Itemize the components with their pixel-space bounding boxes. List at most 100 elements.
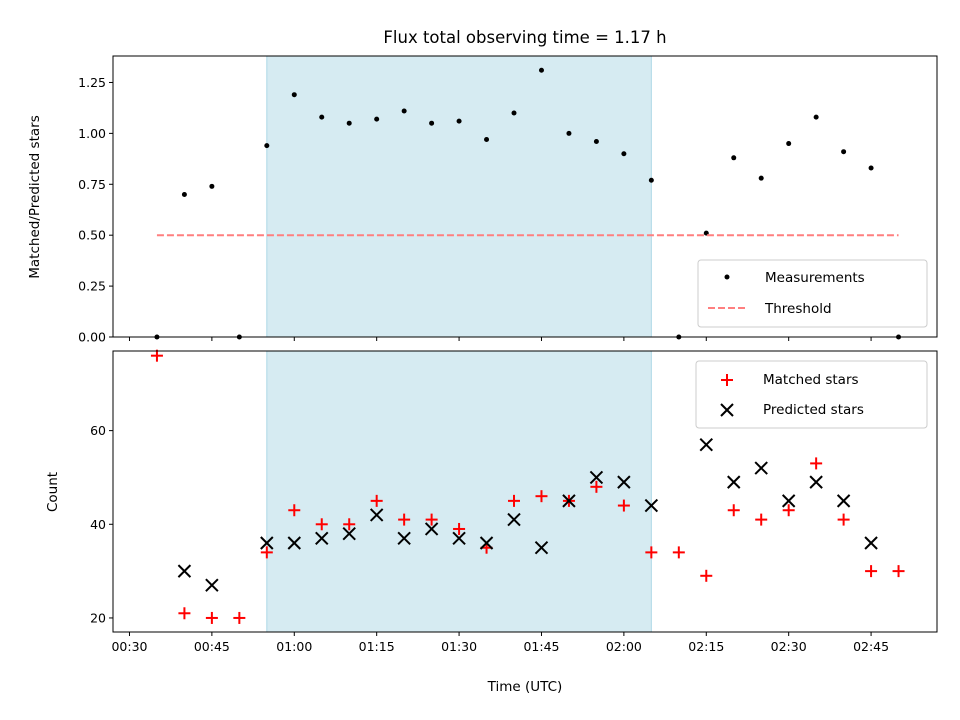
- x-tick-label: 01:00: [276, 639, 312, 654]
- bottom-panel-marks: [150, 349, 905, 624]
- measurement-point: [456, 118, 462, 124]
- x-tick-label: 01:15: [359, 639, 395, 654]
- top-y-tick-label: 1.00: [78, 126, 106, 141]
- predicted-star-point: [342, 526, 356, 541]
- matched-star-point: [398, 513, 411, 526]
- bottom-y-tick-label: 40: [90, 517, 106, 532]
- bottom-observing-window-shade: [266, 350, 652, 633]
- top-y-tick-label: 0.25: [78, 279, 106, 294]
- measurement-point: [209, 183, 215, 189]
- top-observing-window-shade: [266, 55, 652, 338]
- measurement-point: [181, 191, 187, 197]
- bottom-y-tick-label: 20: [90, 610, 106, 625]
- matched-star-point: [233, 611, 246, 624]
- matched-star-point: [837, 513, 850, 526]
- predicted-star-point: [397, 531, 411, 546]
- predicted-star-point: [287, 536, 301, 550]
- bottom-y-axis-ticks: 20 40 60: [90, 423, 113, 625]
- predicted-star-point: [589, 470, 604, 485]
- predicted-star-point: [809, 475, 823, 489]
- matched-star-point: [727, 504, 740, 517]
- matched-star-point: [672, 546, 685, 559]
- predicted-star-point: [177, 564, 192, 578]
- matched-star-point: [590, 480, 603, 493]
- legend-measurements-label: Measurements: [765, 270, 865, 286]
- top-panel: 0.00 0.25 0.50 0.75 1.00 1.25 Matched/Predict…: [27, 55, 938, 345]
- matched-star-point: [810, 457, 823, 470]
- bottom-shade-rect: [266, 350, 652, 633]
- matched-star-point: [315, 518, 328, 531]
- top-y-axis-ticks: 0.00 0.25 0.50 0.75 1.00 1.25: [78, 75, 113, 345]
- x-tick-label: 02:45: [853, 639, 889, 654]
- measurement-point: [319, 114, 325, 120]
- measurement-point: [566, 130, 572, 136]
- x-tick-label: 00:30: [111, 639, 147, 654]
- predicted-star-point: [315, 531, 329, 546]
- measurement-point: [841, 149, 847, 155]
- predicted-star-point: [534, 540, 549, 555]
- predicted-star-point: [205, 578, 219, 592]
- predicted-star-point: [644, 498, 659, 513]
- measurement-point: [291, 92, 297, 98]
- x-tick-label: 00:45: [194, 639, 230, 654]
- x-tick-label: 01:30: [441, 639, 477, 654]
- matched-star-point: [178, 607, 191, 620]
- matched-star-point: [645, 546, 658, 559]
- top-panel-title: Flux total observing time = 1.17 h: [383, 28, 666, 47]
- measurement-point: [346, 120, 352, 126]
- top-shade-rect: [266, 55, 652, 338]
- matched-star-point: [260, 546, 273, 559]
- measurement-point: [593, 139, 599, 145]
- predicted-star-point: [452, 531, 466, 546]
- predicted-star-point: [424, 522, 439, 536]
- measurement-point: [813, 114, 819, 120]
- top-x-axis-ticks: [128, 337, 872, 341]
- matched-star-point: [453, 522, 466, 535]
- matched-star-point: [535, 490, 548, 503]
- predicted-star-point: [699, 437, 713, 452]
- matched-star-point: [617, 499, 630, 512]
- legend-matched-label: Matched stars: [763, 372, 859, 388]
- top-y-tick-label: 0.75: [78, 177, 106, 192]
- bottom-x-axis-ticks: 00:30 00:45 01:00 01:15 01:30 01:45 02:00 02:15…: [111, 632, 889, 654]
- x-tick-label: 02:00: [606, 639, 642, 654]
- predicted-star-point: [617, 475, 631, 489]
- predicted-star-point: [754, 461, 768, 475]
- top-y-tick-label: 1.25: [78, 75, 106, 90]
- measurement-point: [484, 136, 490, 142]
- bottom-panel-frame: [112, 350, 938, 633]
- predicted-star-point: [507, 512, 521, 527]
- matched-star-point: [782, 504, 795, 517]
- measurement-point: [868, 165, 874, 171]
- measurement-point: [758, 175, 764, 181]
- measurement-point: [401, 108, 407, 114]
- bottom-legend: Matched stars Predicted stars: [695, 360, 928, 429]
- predicted-star-point: [864, 536, 878, 550]
- predicted-star-point: [479, 536, 494, 550]
- matched-star-point: [508, 494, 521, 507]
- measurement-point: [786, 141, 792, 147]
- top-y-tick-label: 0.50: [78, 228, 106, 243]
- legend-matched-marker: [721, 374, 733, 386]
- top-y-axis-label: Matched/Predicted stars: [27, 115, 43, 278]
- top-panel-frame: [112, 55, 938, 338]
- predicted-star-point: [727, 475, 741, 489]
- top-legend-box: [697, 259, 928, 328]
- measurement-point: [731, 155, 737, 161]
- legend-measurements-marker: [724, 274, 730, 280]
- matched-star-point: [288, 504, 301, 517]
- matched-star-point: [150, 349, 163, 362]
- measurement-point: [648, 177, 654, 183]
- predicted-star-point: [781, 494, 796, 508]
- bottom-legend-box: [695, 360, 928, 429]
- predicted-star-point: [260, 536, 274, 550]
- matched-star-point: [425, 513, 438, 526]
- bottom-y-axis-label: Count: [45, 472, 61, 512]
- bottom-panel: 20 40 60 00:30 00:45 01:00 01:15 01:30 01:45 02:…: [45, 349, 938, 695]
- matched-star-point: [205, 611, 218, 624]
- legend-predicted-label: Predicted stars: [763, 402, 864, 418]
- predicted-star-point: [369, 508, 384, 522]
- matched-star-point: [865, 565, 878, 578]
- top-y-tick-label: 0.00: [78, 330, 106, 345]
